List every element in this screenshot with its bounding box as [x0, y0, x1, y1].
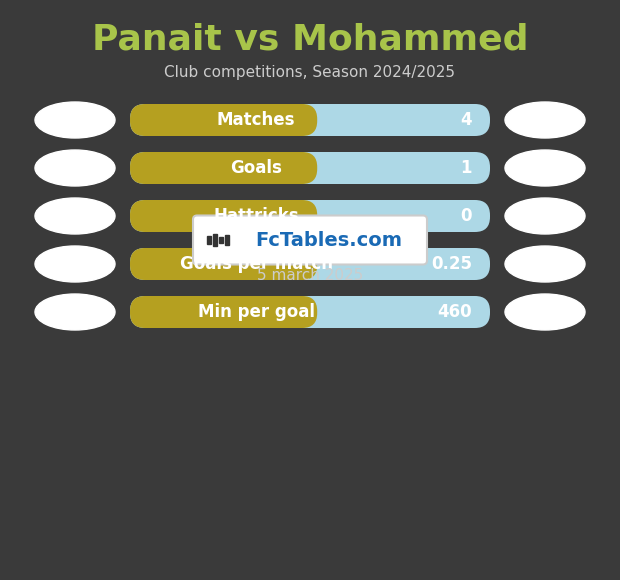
Ellipse shape: [35, 246, 115, 282]
Ellipse shape: [35, 294, 115, 330]
Text: 1: 1: [461, 159, 472, 177]
Ellipse shape: [505, 102, 585, 138]
Text: FcTables.com: FcTables.com: [255, 230, 402, 249]
FancyBboxPatch shape: [130, 248, 490, 280]
FancyBboxPatch shape: [130, 200, 490, 232]
FancyBboxPatch shape: [130, 152, 317, 184]
FancyBboxPatch shape: [130, 296, 490, 328]
FancyBboxPatch shape: [130, 104, 317, 136]
Bar: [219, 237, 223, 243]
FancyBboxPatch shape: [130, 296, 317, 328]
Bar: [207, 236, 211, 244]
Ellipse shape: [505, 294, 585, 330]
Ellipse shape: [505, 198, 585, 234]
Text: Panait vs Mohammed: Panait vs Mohammed: [92, 23, 528, 57]
Text: Matches: Matches: [217, 111, 295, 129]
Text: 0.25: 0.25: [431, 255, 472, 273]
Text: Club competitions, Season 2024/2025: Club competitions, Season 2024/2025: [164, 64, 456, 79]
Bar: [213, 234, 217, 246]
Text: Min per goal: Min per goal: [198, 303, 314, 321]
FancyBboxPatch shape: [130, 104, 490, 136]
FancyBboxPatch shape: [130, 200, 317, 232]
FancyBboxPatch shape: [193, 216, 427, 264]
FancyBboxPatch shape: [130, 248, 317, 280]
Ellipse shape: [35, 150, 115, 186]
Text: 460: 460: [437, 303, 472, 321]
Ellipse shape: [505, 150, 585, 186]
Bar: [225, 235, 229, 245]
Text: 0: 0: [461, 207, 472, 225]
Text: 5 march 2025: 5 march 2025: [257, 267, 363, 282]
FancyBboxPatch shape: [130, 152, 490, 184]
Ellipse shape: [505, 246, 585, 282]
Ellipse shape: [35, 102, 115, 138]
Text: Goals per match: Goals per match: [180, 255, 332, 273]
Text: 4: 4: [461, 111, 472, 129]
Ellipse shape: [35, 198, 115, 234]
Text: Goals: Goals: [230, 159, 282, 177]
Text: Hattricks: Hattricks: [213, 207, 299, 225]
